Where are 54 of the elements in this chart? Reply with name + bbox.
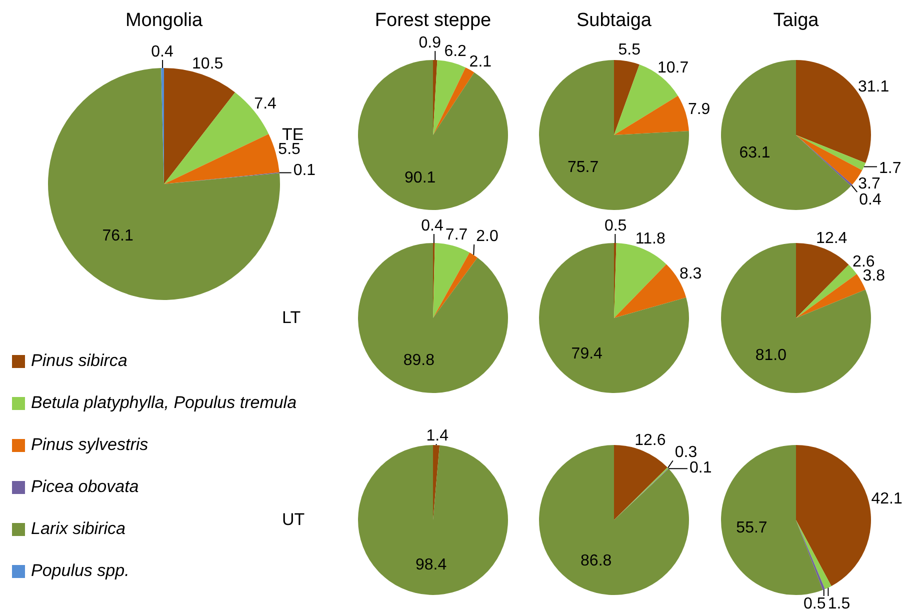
data-label: 3.7 xyxy=(858,175,880,192)
data-label: 8.3 xyxy=(679,265,702,282)
data-label: 0.9 xyxy=(418,34,442,52)
data-label: 31.1 xyxy=(858,78,890,96)
text: TE xyxy=(282,125,304,144)
data-label: 1.5 xyxy=(828,595,850,612)
chart-title: Subtaiga xyxy=(575,10,652,32)
data-label: 90.1 xyxy=(404,170,436,187)
data-label: 2.1 xyxy=(469,54,492,71)
data-label: 12.4 xyxy=(816,230,848,247)
legend-label: Populus spp. xyxy=(31,561,130,581)
text: UT xyxy=(282,510,305,530)
data-label: 10.7 xyxy=(657,60,689,77)
legend-label: Pinus sibirca xyxy=(31,351,128,371)
data-label: 0.1 xyxy=(689,459,712,476)
data-label: 3.8 xyxy=(862,268,886,285)
data-label: 98.4 xyxy=(415,556,447,574)
data-label: 89.8 xyxy=(403,352,435,370)
data-label: 0.5 xyxy=(604,217,627,234)
text: LT xyxy=(282,308,301,328)
data-label: 0.1 xyxy=(293,162,316,179)
data-label: 5.5 xyxy=(618,42,641,59)
data-label: 7.4 xyxy=(254,96,277,113)
legend-label: Betula platyphylla, Populus tremula xyxy=(31,393,297,413)
data-label: 55.7 xyxy=(736,520,768,537)
data-label: 0.4 xyxy=(421,217,444,234)
data-label: 0.5 xyxy=(804,595,826,612)
data-label: 86.8 xyxy=(580,552,612,570)
data-label: 0.4 xyxy=(151,43,174,60)
legend-label: Pinus sylvestris xyxy=(31,435,148,455)
data-label: 6.2 xyxy=(444,43,467,60)
data-label: 42.1 xyxy=(871,490,902,508)
data-label: 81.0 xyxy=(755,346,787,364)
data-label: 0.3 xyxy=(674,444,698,462)
legend-label: Picea obovata xyxy=(31,477,139,497)
data-label: 2.6 xyxy=(852,253,875,270)
data-label: 10.5 xyxy=(192,55,224,72)
data-label: 7.7 xyxy=(445,226,468,244)
data-label: 63.1 xyxy=(739,144,770,162)
data-label: 1.4 xyxy=(426,427,449,444)
chart-title: Forest steppe xyxy=(374,10,492,32)
data-label: 11.8 xyxy=(635,230,666,248)
chart-title: Mongolia xyxy=(124,10,204,32)
data-label: 12.6 xyxy=(634,432,666,450)
data-label: 2.0 xyxy=(476,228,498,245)
data-label: 79.4 xyxy=(571,345,603,362)
chart-title: Taiga xyxy=(772,10,820,32)
data-label: 0.4 xyxy=(859,191,882,208)
data-label: 75.7 xyxy=(567,159,599,176)
legend-label: Larix sibirica xyxy=(31,519,126,539)
data-label: 5.5 xyxy=(278,141,301,158)
data-label: 1.7 xyxy=(878,160,902,178)
data-label: 76.1 xyxy=(102,227,134,244)
data-label: 7.9 xyxy=(688,100,710,118)
